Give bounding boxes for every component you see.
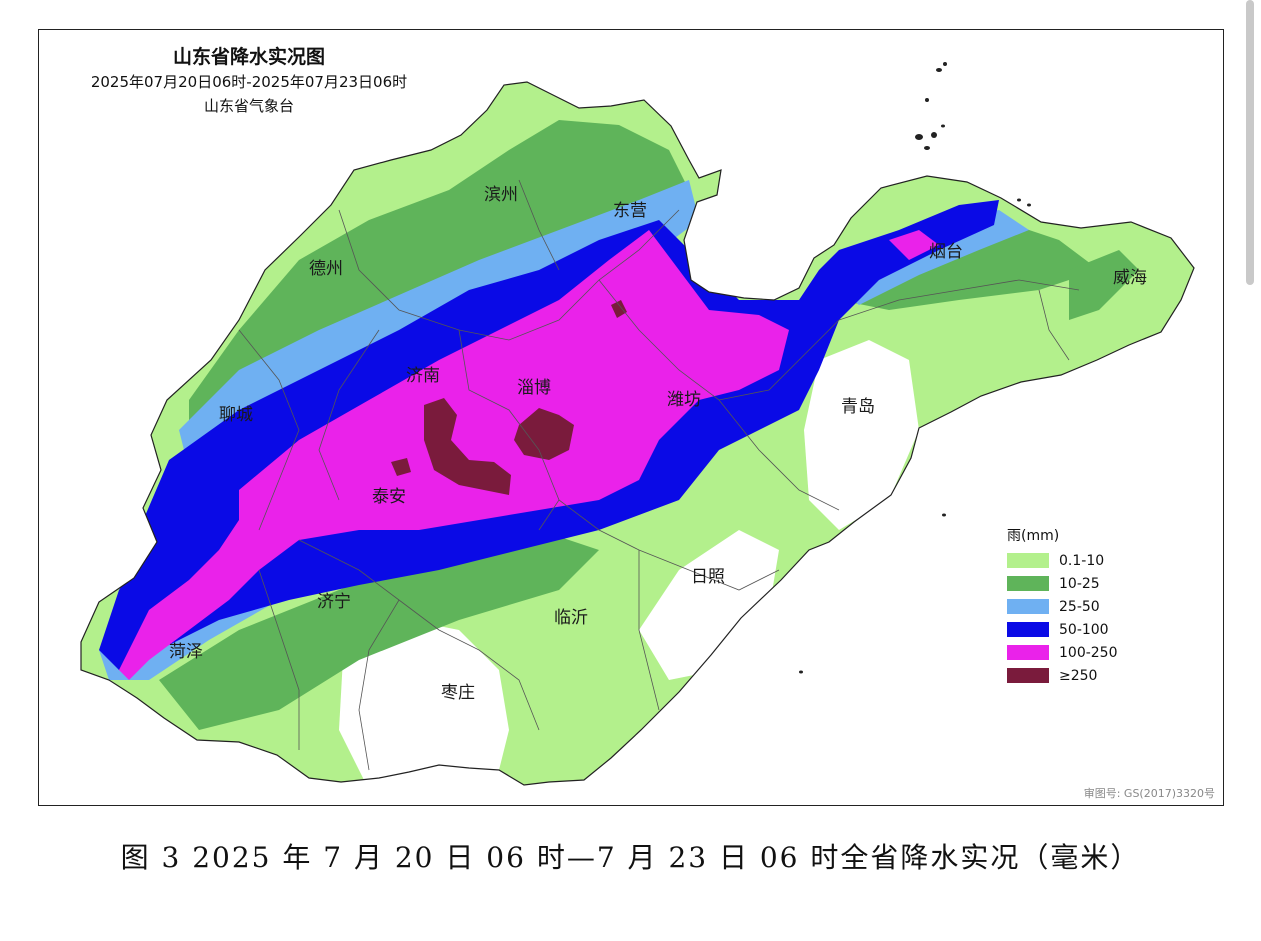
island <box>941 124 945 128</box>
boundary-line <box>638 550 660 711</box>
legend-swatch <box>1007 553 1049 568</box>
legend-swatch <box>1007 668 1049 683</box>
legend-item: ≥250 <box>1007 664 1157 687</box>
rainfall-bands <box>99 120 1139 785</box>
no-rain-area-rizhao <box>639 530 779 680</box>
band-10-25-south <box>159 530 599 730</box>
boundary-line <box>1038 289 1070 361</box>
boundary-line <box>718 399 840 511</box>
boundary-line <box>518 179 560 271</box>
legend-item: 50-100 <box>1007 618 1157 641</box>
legend-title: 雨(mm) <box>1007 528 1060 544</box>
admin-boundaries <box>238 179 1080 771</box>
no-rain-area-qingdao <box>804 340 919 530</box>
figure-caption: 图 3 2025 年 7 月 20 日 06 时—7 月 23 日 06 时全省… <box>120 841 1141 874</box>
legend-rows: 0.1-10 10-25 25-50 50-100 100-250 ≥250 <box>1007 549 1157 687</box>
legend-label: ≥250 <box>1059 667 1098 684</box>
legend-label: 25-50 <box>1059 598 1100 615</box>
map-legend: 雨(mm) 0.1-10 10-25 25-50 50-100 100-250 ≥250 <box>1007 525 1157 687</box>
islands <box>799 62 1031 674</box>
boundary-line <box>298 539 540 731</box>
island <box>936 68 942 72</box>
legend-swatch <box>1007 576 1049 591</box>
province-outline <box>80 81 1195 786</box>
province-map-svg <box>80 62 1195 786</box>
island <box>1017 198 1021 202</box>
no-rain-area-south <box>339 620 509 785</box>
boundary-line <box>358 599 400 771</box>
band-250-plus-small-1 <box>611 300 627 318</box>
island <box>1027 203 1031 207</box>
band-250-plus-taian <box>424 398 511 495</box>
city-label-zaozhuang: 枣庄 <box>441 683 475 703</box>
boundary-line <box>838 279 1080 321</box>
city-label-weihai: 威海 <box>1113 268 1147 288</box>
boundary-line <box>338 209 680 341</box>
legend-swatch <box>1007 599 1049 614</box>
band-250-plus-small-2 <box>391 458 411 476</box>
city-label-heze: 菏泽 <box>169 642 203 662</box>
city-label-jinan: 济南 <box>406 366 440 386</box>
legend-label: 10-25 <box>1059 575 1100 592</box>
boundary-line <box>558 499 780 591</box>
city-label-rizhao: 日照 <box>691 567 725 587</box>
city-label-liaocheng: 聊城 <box>219 405 253 425</box>
island <box>942 513 946 517</box>
map-period: 2025年07月20日06时-2025年07月23日06时 <box>90 73 408 91</box>
city-label-zibo: 淄博 <box>517 378 551 398</box>
legend-swatch <box>1007 645 1049 660</box>
island <box>943 62 947 66</box>
band-100-250-yantai <box>889 230 939 260</box>
legend-label: 100-250 <box>1059 644 1118 661</box>
map-title: 山东省降水实况图 <box>172 46 325 68</box>
city-label-linyi: 临沂 <box>554 608 588 628</box>
legend-item: 10-25 <box>1007 572 1157 595</box>
band-10-25-east <box>1069 250 1139 320</box>
city-label-yantai: 烟台 <box>929 242 963 262</box>
legend-label: 0.1-10 <box>1059 552 1105 569</box>
island <box>924 146 930 150</box>
legend-label: 50-100 <box>1059 621 1109 638</box>
city-label-dezhou: 德州 <box>309 259 343 279</box>
island <box>799 670 803 674</box>
rainfall-map: 山东省降水实况图 2025年07月20日06时-2025年07月23日06时 山… <box>38 29 1224 806</box>
legend-swatch <box>1007 622 1049 637</box>
band-250-plus-zibo <box>514 408 574 460</box>
scrollbar[interactable] <box>1246 0 1254 285</box>
city-label-jining: 济宁 <box>317 592 351 612</box>
city-label-dongying: 东营 <box>613 201 647 221</box>
boundary-line <box>238 329 300 531</box>
map-header: 山东省降水实况图 2025年07月20日06时-2025年07月23日06时 山… <box>49 44 449 118</box>
city-label-weifang: 潍坊 <box>667 390 701 410</box>
island <box>915 134 923 140</box>
island <box>925 98 929 102</box>
city-label-binzhou: 滨州 <box>484 185 518 205</box>
city-label-taian: 泰安 <box>372 487 406 507</box>
boundary-line <box>318 329 380 501</box>
boundary-line <box>258 569 300 750</box>
legend-item: 0.1-10 <box>1007 549 1157 572</box>
approval-number: 审图号: GS(2017)3320号 <box>1083 787 1215 800</box>
boundary-line <box>458 329 560 531</box>
map-issuer: 山东省气象台 <box>203 97 294 115</box>
band-25-50-yantai <box>829 210 1029 305</box>
island <box>931 132 937 138</box>
legend-item: 25-50 <box>1007 595 1157 618</box>
city-label-qingdao: 青岛 <box>841 397 875 417</box>
legend-item: 100-250 <box>1007 641 1157 664</box>
